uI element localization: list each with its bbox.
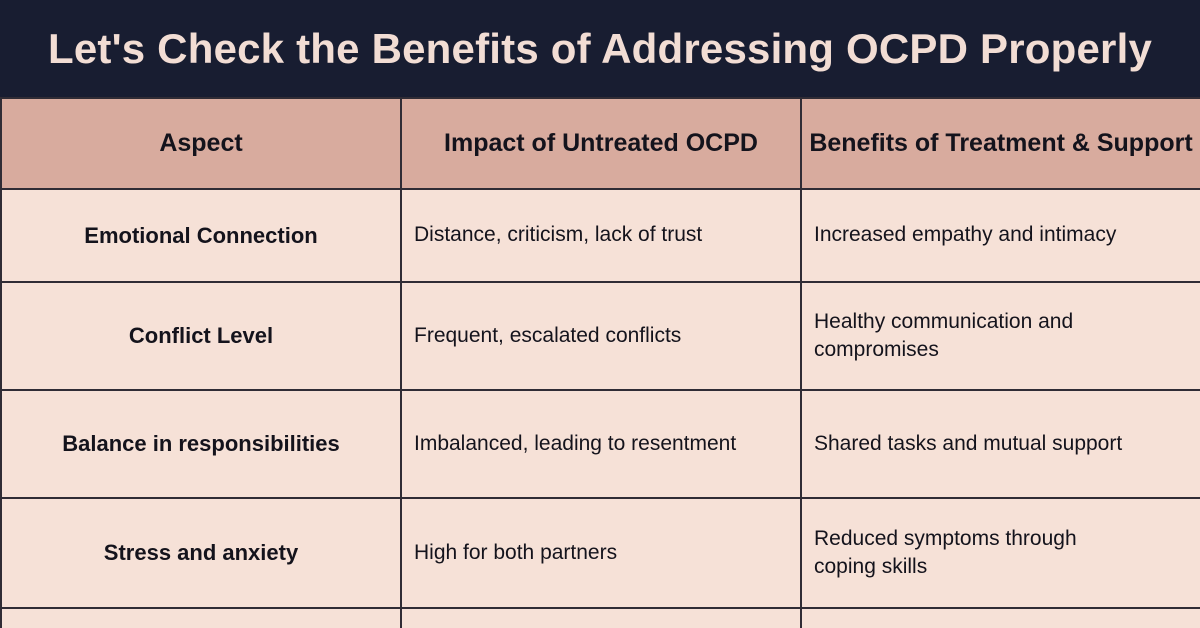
impact-cell: Frequent, escalated conflicts	[400, 281, 802, 391]
header-row: Aspect Impact of Untreated OCPD Benefits…	[0, 97, 1200, 190]
table-row: Relationship StabilityRisk of breakdownS…	[0, 607, 1200, 628]
impact-cell: Imbalanced, leading to resentment	[400, 389, 802, 499]
impact-cell: Distance, criticism, lack of trust	[400, 188, 802, 283]
benefit-cell: Reduced symptoms through coping skills	[800, 497, 1200, 609]
aspect-column-header: Aspect	[0, 97, 402, 190]
page-title: Let's Check the Benefits of Addressing O…	[47, 24, 1153, 72]
table-header: Aspect Impact of Untreated OCPD Benefits…	[0, 97, 1200, 190]
benefits-table: Aspect Impact of Untreated OCPD Benefits…	[0, 97, 1200, 628]
table-row: Stress and anxiety High for both partners…	[0, 497, 1200, 609]
table-body: Emotional Connection Distance, criticism,…	[0, 188, 1200, 628]
benefits-column-header: Benefits of Treatment & Support	[800, 97, 1200, 190]
benefit-cell: Strengthened partnership	[800, 607, 1200, 628]
aspect-cell: Balance in responsibilities	[0, 389, 402, 499]
table-row: Balance in responsibilities Imbalanced, l…	[0, 389, 1200, 499]
aspect-cell: Relationship Stability	[0, 607, 402, 628]
aspect-cell: Conflict Level	[0, 281, 402, 391]
benefit-cell: Shared tasks and mutual support	[800, 389, 1200, 499]
benefit-cell: Healthy communication and compromises	[800, 281, 1200, 391]
table-row: Emotional Connection Distance, criticism,…	[0, 188, 1200, 283]
impact-column-header: Impact of Untreated OCPD	[400, 97, 802, 190]
aspect-cell: Emotional Connection	[0, 188, 402, 283]
aspect-cell: Stress and anxiety	[0, 497, 402, 609]
impact-cell: Risk of breakdown	[400, 607, 802, 628]
title-banner: Let's Check the Benefits of Addressing O…	[0, 0, 1200, 97]
impact-cell: High for both partners	[400, 497, 802, 609]
table-row: Conflict Level Frequent, escalated confli…	[0, 281, 1200, 391]
benefit-cell: Increased empathy and intimacy	[800, 188, 1200, 283]
